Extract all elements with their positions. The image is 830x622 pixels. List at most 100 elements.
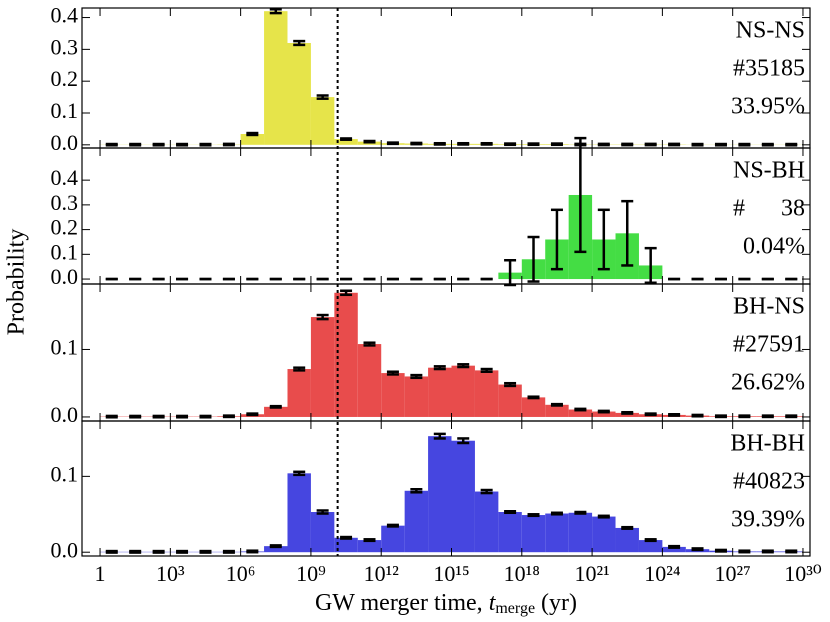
panel-frame <box>81 147 811 285</box>
error-bar <box>199 142 212 147</box>
error-bar <box>644 412 657 417</box>
error-bar <box>621 142 634 147</box>
error-bar <box>316 94 329 100</box>
error-bar <box>761 549 774 554</box>
error-bar <box>621 410 634 415</box>
bar <box>474 370 499 417</box>
error-bar <box>269 544 282 549</box>
annotation: 39.39% <box>731 507 805 533</box>
error-bar <box>504 381 517 388</box>
panel-frame <box>81 420 811 557</box>
error-bar <box>597 514 610 519</box>
bar <box>662 546 686 553</box>
annotation: #27591 <box>733 332 805 358</box>
x-tick-label: 10¹⁵ <box>433 561 469 586</box>
error-bar <box>644 142 657 147</box>
bar <box>592 411 616 417</box>
bar <box>334 292 358 417</box>
y-tick-label: 0.1 <box>51 239 79 264</box>
error-bar <box>574 407 587 412</box>
error-bar <box>340 535 353 540</box>
error-bar <box>714 142 727 147</box>
error-bar <box>691 547 704 552</box>
error-bar <box>761 414 774 419</box>
bar <box>615 527 639 553</box>
y-tick-label: 0.1 <box>51 461 79 486</box>
bar <box>240 134 265 145</box>
error-bar <box>527 142 540 147</box>
error-bar <box>363 139 376 144</box>
error-bar <box>410 373 423 380</box>
error-bar <box>410 141 423 146</box>
error-bar <box>386 370 399 376</box>
bar <box>287 43 311 145</box>
error-bar <box>714 414 727 419</box>
x-label-text: GW merger time, <box>315 590 489 616</box>
bar <box>310 97 335 145</box>
error-bar <box>199 549 212 554</box>
bar <box>521 515 546 553</box>
error-bar <box>785 549 798 554</box>
y-tick-label: 0.2 <box>51 215 79 240</box>
bar <box>287 473 311 553</box>
y-tick-label: 0.3 <box>51 190 79 215</box>
bar <box>615 412 639 417</box>
error-bar <box>363 341 376 347</box>
error-bar <box>105 414 118 419</box>
error-bar <box>550 142 563 147</box>
bar <box>545 404 569 417</box>
error-bar <box>386 141 399 146</box>
y-tick-label: 0.0 <box>51 264 79 289</box>
error-bar <box>293 39 306 47</box>
x-tick-label: 10³⁰ <box>784 561 822 586</box>
error-bar <box>316 313 329 321</box>
error-bar <box>176 414 189 419</box>
error-bar <box>480 141 493 146</box>
error-bar <box>597 208 610 271</box>
error-bar <box>738 414 751 419</box>
error-bar <box>105 142 118 147</box>
y-tick-label: 0.3 <box>51 34 79 59</box>
x-tick-label: 10⁹ <box>296 561 326 586</box>
x-label-subscript: merge <box>495 600 535 617</box>
bar <box>381 525 405 553</box>
error-bar <box>550 402 563 407</box>
error-bar <box>293 366 306 372</box>
bar <box>334 537 358 553</box>
error-bar <box>340 289 353 297</box>
error-bar <box>644 246 657 285</box>
error-bar <box>176 549 189 554</box>
error-bar <box>386 523 399 528</box>
error-bar <box>199 414 212 419</box>
error-bar <box>504 259 517 287</box>
error-bar <box>246 549 259 554</box>
bar <box>287 369 311 417</box>
bar <box>545 513 569 553</box>
bar <box>592 516 616 553</box>
x-label-symbol: t <box>489 590 497 616</box>
bar <box>334 139 358 145</box>
bar <box>357 344 382 417</box>
error-bar <box>574 136 587 254</box>
error-bar <box>433 365 446 371</box>
error-bar <box>269 8 282 15</box>
x-tick-label: 10²⁴ <box>644 561 681 586</box>
annotation: 33.95% <box>731 94 805 120</box>
error-bar <box>433 432 446 440</box>
error-bar <box>761 142 774 147</box>
annotation: BH-NS <box>733 294 805 320</box>
y-tick-label: 0.2 <box>51 66 79 91</box>
y-axis-label: Probability <box>4 229 30 336</box>
error-bar <box>738 549 751 554</box>
bar <box>498 512 522 553</box>
annotation: #40823 <box>733 469 805 495</box>
x-axis-label: GW merger time, tmerge (yr) <box>315 590 577 617</box>
error-bar <box>222 549 235 554</box>
annotation: BH-BH <box>730 431 805 457</box>
y-tick-label: 0.4 <box>51 3 79 28</box>
error-bar <box>457 141 470 146</box>
error-bar <box>597 409 610 414</box>
panel-frame <box>81 7 811 149</box>
error-bar <box>129 414 142 419</box>
